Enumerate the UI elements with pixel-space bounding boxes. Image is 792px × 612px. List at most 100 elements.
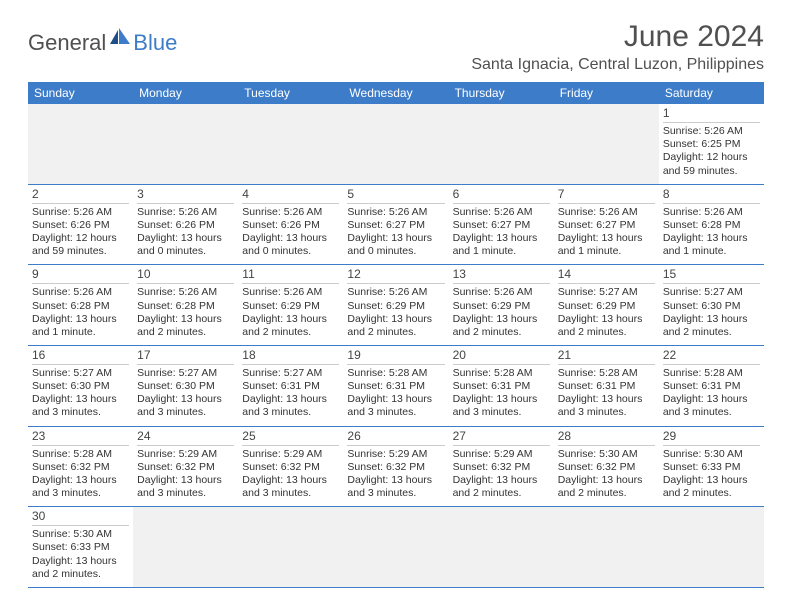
day-number: 1 bbox=[663, 106, 670, 120]
sunset-text: Sunset: 6:31 PM bbox=[663, 380, 760, 393]
blank-cell bbox=[28, 104, 133, 184]
sunset-text: Sunset: 6:26 PM bbox=[32, 219, 129, 232]
day-cell: 15Sunrise: 5:27 AMSunset: 6:30 PMDayligh… bbox=[659, 265, 764, 345]
sunrise-text: Sunrise: 5:30 AM bbox=[558, 448, 655, 461]
sunrise-text: Sunrise: 5:26 AM bbox=[137, 206, 234, 219]
day-cell: 11Sunrise: 5:26 AMSunset: 6:29 PMDayligh… bbox=[238, 265, 343, 345]
day-header: Friday bbox=[554, 82, 659, 104]
day-number-row: 27 bbox=[453, 429, 550, 446]
sunset-text: Sunset: 6:29 PM bbox=[347, 300, 444, 313]
blank-cell bbox=[659, 507, 764, 587]
day-header: Tuesday bbox=[238, 82, 343, 104]
sunset-text: Sunset: 6:32 PM bbox=[453, 461, 550, 474]
day-cell: 12Sunrise: 5:26 AMSunset: 6:29 PMDayligh… bbox=[343, 265, 448, 345]
sunset-text: Sunset: 6:29 PM bbox=[242, 300, 339, 313]
day-cell: 1Sunrise: 5:26 AMSunset: 6:25 PMDaylight… bbox=[659, 104, 764, 184]
day-number-row: 17 bbox=[137, 348, 234, 365]
daylight-text: Daylight: 13 hours and 3 minutes. bbox=[242, 393, 339, 419]
sunset-text: Sunset: 6:30 PM bbox=[663, 300, 760, 313]
daylight-text: Daylight: 13 hours and 2 minutes. bbox=[453, 474, 550, 500]
day-number: 18 bbox=[242, 348, 255, 362]
sunrise-text: Sunrise: 5:26 AM bbox=[347, 206, 444, 219]
day-number-row: 10 bbox=[137, 267, 234, 284]
day-number: 6 bbox=[453, 187, 460, 201]
sunset-text: Sunset: 6:33 PM bbox=[32, 541, 129, 554]
day-number: 23 bbox=[32, 429, 45, 443]
sunrise-text: Sunrise: 5:28 AM bbox=[347, 367, 444, 380]
sunrise-text: Sunrise: 5:27 AM bbox=[137, 367, 234, 380]
logo-text-blue: Blue bbox=[133, 30, 177, 56]
day-number-row: 11 bbox=[242, 267, 339, 284]
day-cell: 2Sunrise: 5:26 AMSunset: 6:26 PMDaylight… bbox=[28, 185, 133, 265]
day-number: 30 bbox=[32, 509, 45, 523]
day-cell: 10Sunrise: 5:26 AMSunset: 6:28 PMDayligh… bbox=[133, 265, 238, 345]
day-cell: 20Sunrise: 5:28 AMSunset: 6:31 PMDayligh… bbox=[449, 346, 554, 426]
sunrise-text: Sunrise: 5:26 AM bbox=[242, 206, 339, 219]
day-cell: 28Sunrise: 5:30 AMSunset: 6:32 PMDayligh… bbox=[554, 427, 659, 507]
week-row: 2Sunrise: 5:26 AMSunset: 6:26 PMDaylight… bbox=[28, 185, 764, 266]
day-number: 13 bbox=[453, 267, 466, 281]
sunset-text: Sunset: 6:31 PM bbox=[347, 380, 444, 393]
day-number-row: 28 bbox=[558, 429, 655, 446]
daylight-text: Daylight: 13 hours and 2 minutes. bbox=[137, 313, 234, 339]
day-number-row: 18 bbox=[242, 348, 339, 365]
day-number-row: 16 bbox=[32, 348, 129, 365]
day-number: 25 bbox=[242, 429, 255, 443]
day-number: 14 bbox=[558, 267, 571, 281]
daylight-text: Daylight: 13 hours and 1 minute. bbox=[663, 232, 760, 258]
weeks-container: 1Sunrise: 5:26 AMSunset: 6:25 PMDaylight… bbox=[28, 104, 764, 588]
sail-icon bbox=[110, 28, 132, 51]
day-cell: 26Sunrise: 5:29 AMSunset: 6:32 PMDayligh… bbox=[343, 427, 448, 507]
day-cell: 19Sunrise: 5:28 AMSunset: 6:31 PMDayligh… bbox=[343, 346, 448, 426]
daylight-text: Daylight: 13 hours and 3 minutes. bbox=[137, 393, 234, 419]
sunset-text: Sunset: 6:28 PM bbox=[32, 300, 129, 313]
sunrise-text: Sunrise: 5:26 AM bbox=[663, 206, 760, 219]
day-number: 7 bbox=[558, 187, 565, 201]
day-number: 29 bbox=[663, 429, 676, 443]
daylight-text: Daylight: 13 hours and 2 minutes. bbox=[32, 555, 129, 581]
day-number-row: 25 bbox=[242, 429, 339, 446]
day-number: 24 bbox=[137, 429, 150, 443]
day-cell: 22Sunrise: 5:28 AMSunset: 6:31 PMDayligh… bbox=[659, 346, 764, 426]
day-number: 16 bbox=[32, 348, 45, 362]
daylight-text: Daylight: 13 hours and 2 minutes. bbox=[347, 313, 444, 339]
day-number: 26 bbox=[347, 429, 360, 443]
sunset-text: Sunset: 6:29 PM bbox=[558, 300, 655, 313]
day-header: Wednesday bbox=[343, 82, 448, 104]
day-number: 15 bbox=[663, 267, 676, 281]
day-cell: 3Sunrise: 5:26 AMSunset: 6:26 PMDaylight… bbox=[133, 185, 238, 265]
sunrise-text: Sunrise: 5:29 AM bbox=[137, 448, 234, 461]
sunset-text: Sunset: 6:32 PM bbox=[558, 461, 655, 474]
day-cell: 30Sunrise: 5:30 AMSunset: 6:33 PMDayligh… bbox=[28, 507, 133, 587]
day-cell: 7Sunrise: 5:26 AMSunset: 6:27 PMDaylight… bbox=[554, 185, 659, 265]
day-number: 27 bbox=[453, 429, 466, 443]
day-cell: 16Sunrise: 5:27 AMSunset: 6:30 PMDayligh… bbox=[28, 346, 133, 426]
daylight-text: Daylight: 13 hours and 3 minutes. bbox=[663, 393, 760, 419]
daylight-text: Daylight: 13 hours and 3 minutes. bbox=[347, 393, 444, 419]
sunset-text: Sunset: 6:27 PM bbox=[558, 219, 655, 232]
sunrise-text: Sunrise: 5:29 AM bbox=[453, 448, 550, 461]
brand-logo: General Blue bbox=[28, 28, 177, 57]
day-cell: 18Sunrise: 5:27 AMSunset: 6:31 PMDayligh… bbox=[238, 346, 343, 426]
sunrise-text: Sunrise: 5:27 AM bbox=[558, 286, 655, 299]
day-cell: 13Sunrise: 5:26 AMSunset: 6:29 PMDayligh… bbox=[449, 265, 554, 345]
daylight-text: Daylight: 13 hours and 3 minutes. bbox=[32, 474, 129, 500]
sunrise-text: Sunrise: 5:30 AM bbox=[663, 448, 760, 461]
daylight-text: Daylight: 13 hours and 2 minutes. bbox=[242, 313, 339, 339]
sunset-text: Sunset: 6:27 PM bbox=[453, 219, 550, 232]
sunset-text: Sunset: 6:28 PM bbox=[663, 219, 760, 232]
sunset-text: Sunset: 6:30 PM bbox=[32, 380, 129, 393]
daylight-text: Daylight: 13 hours and 0 minutes. bbox=[137, 232, 234, 258]
day-number-row: 4 bbox=[242, 187, 339, 204]
daylight-text: Daylight: 13 hours and 1 minute. bbox=[558, 232, 655, 258]
day-cell: 4Sunrise: 5:26 AMSunset: 6:26 PMDaylight… bbox=[238, 185, 343, 265]
daylight-text: Daylight: 13 hours and 0 minutes. bbox=[242, 232, 339, 258]
sunset-text: Sunset: 6:30 PM bbox=[137, 380, 234, 393]
day-number-row: 14 bbox=[558, 267, 655, 284]
sunrise-text: Sunrise: 5:28 AM bbox=[663, 367, 760, 380]
daylight-text: Daylight: 13 hours and 3 minutes. bbox=[137, 474, 234, 500]
day-number: 20 bbox=[453, 348, 466, 362]
day-number-row: 24 bbox=[137, 429, 234, 446]
day-header: Monday bbox=[133, 82, 238, 104]
daylight-text: Daylight: 13 hours and 1 minute. bbox=[32, 313, 129, 339]
